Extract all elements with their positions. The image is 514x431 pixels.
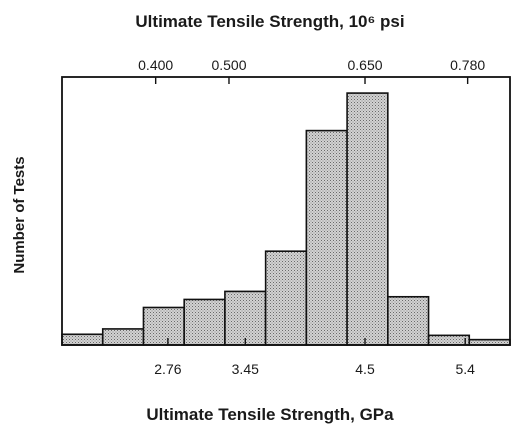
- chart-title: Ultimate Tensile Strength, 10⁶ psi: [135, 12, 404, 31]
- histogram-bar-8: [346, 92, 389, 346]
- histogram-bar-3: [142, 306, 185, 346]
- x-axis-label: Ultimate Tensile Strength, GPa: [146, 405, 394, 424]
- histogram-bar-2: [101, 328, 145, 346]
- ticks-group: 0.400 0.500 0.650 0.780 2.76 3.45 4.5 5.4: [138, 57, 485, 377]
- bottom-tick-label-2: 3.45: [232, 361, 259, 377]
- bottom-tick-label-1: 2.76: [154, 361, 181, 377]
- histogram-bar-1: [61, 333, 104, 346]
- bottom-tick-label-3: 4.5: [355, 361, 375, 377]
- top-tick-label-3: 0.650: [347, 57, 382, 73]
- histogram-bar-10: [427, 334, 471, 346]
- bottom-tick-label-4: 5.4: [455, 361, 475, 377]
- histogram-bar-4: [183, 298, 226, 346]
- top-tick-label-4: 0.780: [450, 57, 485, 73]
- y-axis-label: Number of Tests: [11, 156, 28, 273]
- histogram-bar-7: [305, 129, 348, 346]
- top-tick-label-1: 0.400: [138, 57, 173, 73]
- histogram-bar-9: [387, 295, 430, 346]
- plot-frame: [61, 76, 511, 346]
- histogram-bar-6: [264, 250, 308, 346]
- top-tick-label-2: 0.500: [211, 57, 246, 73]
- bars-group: [61, 92, 511, 346]
- histogram-bar-5: [224, 290, 267, 346]
